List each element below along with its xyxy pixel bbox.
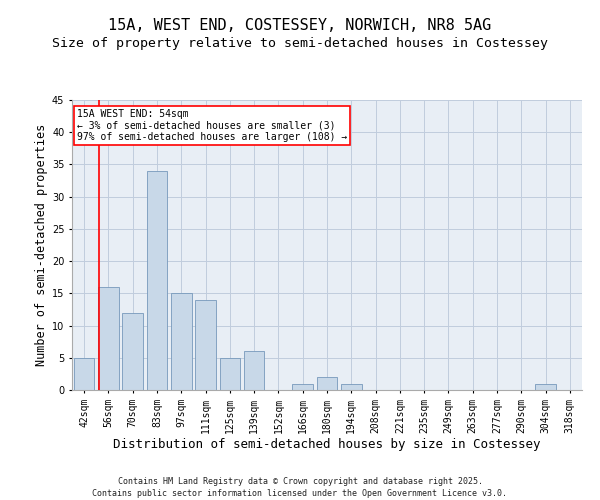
Bar: [195, 300, 216, 390]
Bar: [146, 171, 167, 390]
Text: 15A WEST END: 54sqm
← 3% of semi-detached houses are smaller (3)
97% of semi-det: 15A WEST END: 54sqm ← 3% of semi-detache…: [77, 108, 347, 142]
Text: Contains HM Land Registry data © Crown copyright and database right 2025.
Contai: Contains HM Land Registry data © Crown c…: [92, 476, 508, 498]
Bar: [98, 287, 119, 390]
X-axis label: Distribution of semi-detached houses by size in Costessey: Distribution of semi-detached houses by …: [113, 438, 541, 452]
Bar: [244, 352, 265, 390]
Bar: [220, 358, 240, 390]
Bar: [317, 377, 337, 390]
Bar: [122, 312, 143, 390]
Bar: [341, 384, 362, 390]
Bar: [74, 358, 94, 390]
Bar: [171, 294, 191, 390]
Bar: [535, 384, 556, 390]
Y-axis label: Number of semi-detached properties: Number of semi-detached properties: [35, 124, 47, 366]
Bar: [292, 384, 313, 390]
Text: Size of property relative to semi-detached houses in Costessey: Size of property relative to semi-detach…: [52, 38, 548, 51]
Text: 15A, WEST END, COSTESSEY, NORWICH, NR8 5AG: 15A, WEST END, COSTESSEY, NORWICH, NR8 5…: [109, 18, 491, 32]
